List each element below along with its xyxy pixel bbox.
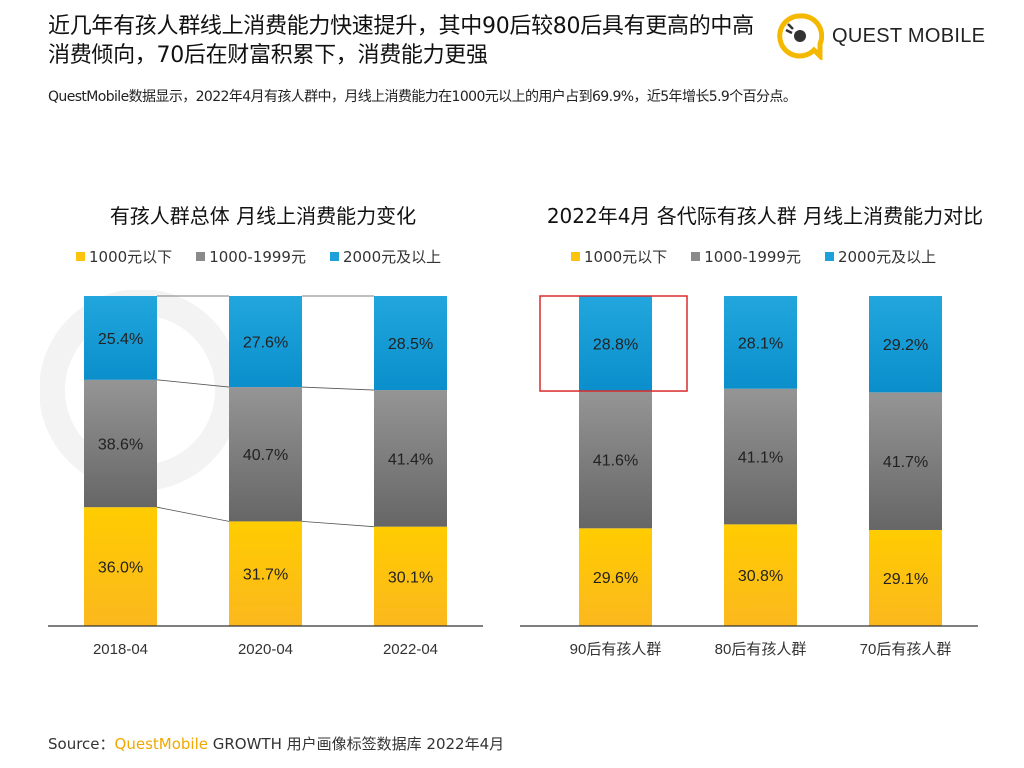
- bar-segment-mid: [724, 388, 797, 525]
- legend-swatch: [824, 252, 834, 261]
- bar-segment-mid: [374, 390, 447, 527]
- chart-1-title: 有孩人群总体 月线上消费能力变化: [109, 204, 417, 228]
- bar-segment-low: [579, 528, 652, 626]
- logo: QUEST MOBILE: [776, 12, 985, 60]
- legend-item-low: 1000元以下: [76, 246, 172, 267]
- data-label: 28.8%: [593, 337, 638, 354]
- connector-line: [301, 520, 375, 528]
- legend-swatch: [76, 252, 85, 261]
- data-label: 28.5%: [388, 336, 433, 353]
- data-label: 41.4%: [388, 451, 433, 468]
- legend-item-mid: 1000-1999元: [691, 246, 801, 267]
- connector-line: [156, 379, 230, 388]
- highlight-box: [539, 295, 688, 392]
- x-tick-label: 80后有孩人群: [715, 641, 807, 658]
- x-tick-label: 2018-04: [93, 641, 148, 658]
- data-label: 29.1%: [883, 571, 928, 588]
- legend-item-high: 2000元及以上: [824, 246, 937, 267]
- source-brand: QuestMobile: [114, 735, 208, 753]
- legend-label: 1000元以下: [89, 248, 173, 266]
- bar-segment-low: [84, 507, 157, 626]
- bar-segment-high: [724, 296, 797, 389]
- data-label: 30.8%: [738, 568, 783, 585]
- bar-segment-high: [84, 296, 157, 380]
- legend-swatch: [571, 252, 580, 261]
- legend-label: 2000元及以上: [837, 248, 937, 266]
- legend-label: 1000-1999元: [704, 248, 801, 266]
- bar-segment-low: [229, 521, 302, 626]
- bar-segment-low: [869, 529, 942, 626]
- page-subtitle: QuestMobile数据显示，2022年4月有孩人群中，月线上消费能力在100…: [48, 89, 797, 105]
- bar-segment-high: [229, 296, 302, 388]
- bar-segment-low: [724, 524, 797, 626]
- bar-segment-mid: [579, 391, 652, 529]
- data-label: 41.7%: [883, 454, 928, 471]
- quest-mobile-logo-icon: [777, 13, 824, 60]
- bar-segment-mid: [84, 379, 157, 508]
- page-title: 近几年有孩人群线上消费能力快速提升，其中90后较80后具有更高的中高消费倾向，7…: [48, 14, 754, 68]
- data-label: 41.1%: [738, 450, 783, 467]
- x-tick-label: 2022-04: [383, 641, 438, 658]
- bar-segment-high: [374, 296, 447, 391]
- source-label: Source：: [48, 735, 115, 753]
- legend-item-low: 1000元以下: [571, 246, 667, 267]
- legend-label: 1000元以下: [584, 248, 668, 266]
- bar-segment-high: [869, 296, 942, 393]
- data-label: 30.1%: [388, 569, 433, 586]
- source-text: GROWTH 用户画像标签数据库 2022年4月: [207, 735, 505, 753]
- legend-item-high: 2000元及以上: [329, 246, 442, 267]
- data-label: 25.4%: [98, 331, 143, 348]
- connector-line: [156, 506, 230, 522]
- x-tick-label: 90后有孩人群: [570, 641, 662, 658]
- x-tick-label: 2020-04: [238, 641, 293, 658]
- data-label: 31.7%: [243, 567, 288, 584]
- legend-swatch: [329, 252, 339, 261]
- data-label: 29.2%: [883, 337, 928, 354]
- logo-text: QUEST MOBILE: [832, 24, 986, 47]
- legend-swatch: [691, 252, 701, 261]
- data-label: 27.6%: [243, 335, 288, 352]
- chart-1-legend: 1000元以下 1000-1999元 2000元及以上: [76, 246, 465, 267]
- x-tick-label: 70后有孩人群: [860, 641, 952, 658]
- data-label: 40.7%: [243, 447, 288, 464]
- data-label: 41.6%: [593, 453, 638, 470]
- legend-label: 1000-1999元: [209, 248, 306, 266]
- data-label: 36.0%: [98, 560, 143, 577]
- bar-segment-low: [374, 526, 447, 626]
- connector-line: [301, 386, 375, 391]
- data-label: 38.6%: [98, 437, 143, 454]
- bar-segment-high: [579, 296, 652, 392]
- legend-label: 2000元及以上: [342, 248, 442, 266]
- bar-segment-mid: [869, 392, 942, 530]
- chart-2-legend: 1000元以下 1000-1999元 2000元及以上: [571, 246, 960, 267]
- legend-swatch: [196, 252, 206, 261]
- data-label: 29.6%: [593, 570, 638, 587]
- bar-segment-mid: [229, 387, 302, 522]
- chart-2-title: 2022年4月 各代际有孩人群 月线上消费能力对比: [546, 204, 984, 228]
- source-note: Source：QuestMobile GROWTH 用户画像标签数据库 2022…: [48, 733, 504, 754]
- legend-item-mid: 1000-1999元: [196, 246, 306, 267]
- data-label: 28.1%: [738, 335, 783, 352]
